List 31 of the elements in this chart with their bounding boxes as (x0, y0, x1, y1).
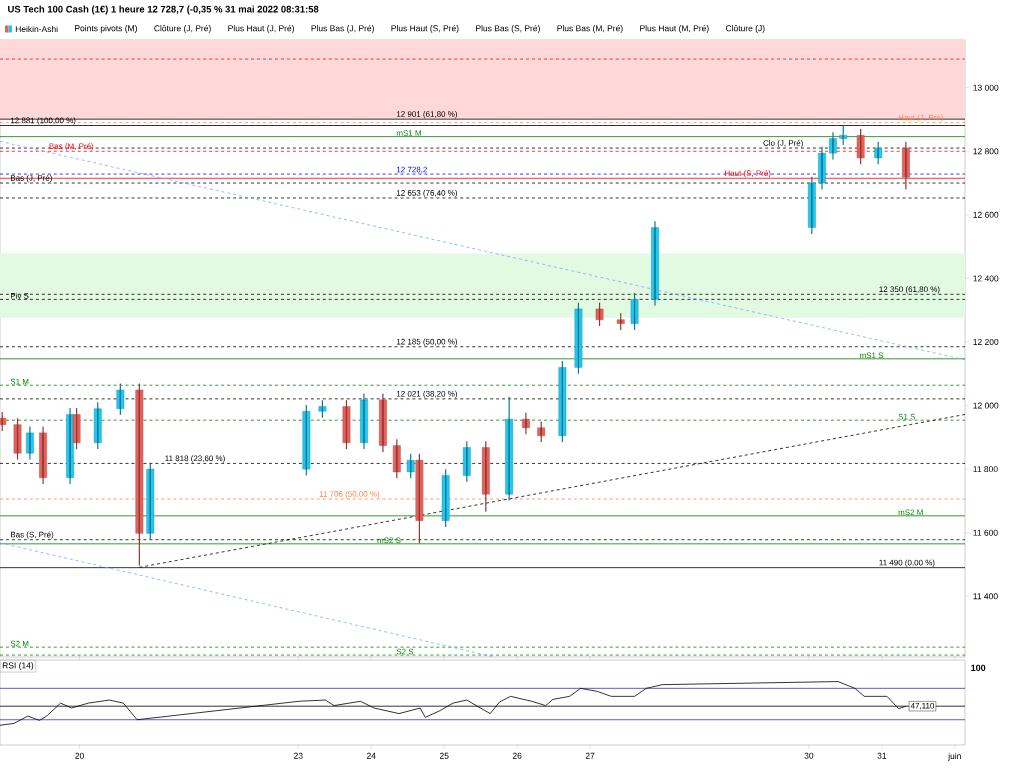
x-tick-label: 25 (439, 752, 449, 759)
x-tick-label: 30 (804, 752, 814, 759)
text: 100 (971, 664, 986, 672)
x-tick-label: 26 (512, 752, 522, 759)
y-tick-label: 12 400 (973, 275, 999, 282)
text: Clôture (J, Pré) (154, 25, 211, 33)
x-tick-label: juin (947, 752, 961, 761)
y-tick-label: 11 600 (973, 529, 998, 536)
y-tick-label: 11 400 (973, 593, 998, 600)
text: Points pivots (M) (75, 25, 137, 33)
text: Plus Haut (M, Pré) (640, 25, 709, 33)
text: Plus Haut (J, Pré) (228, 25, 294, 33)
text: Plus Bas (M, Pré) (557, 25, 623, 33)
y-tick-label: 12 600 (973, 211, 999, 218)
text: Plus Haut (S, Pré) (391, 25, 459, 33)
x-tick-label: 20 (75, 752, 84, 759)
chart-title: US Tech 100 Cash (1€) 1 heure 12 728,7 (-0,35 % 31 mai 2022 08:31:58 (8, 5, 319, 15)
y-tick-label: 12 000 (973, 402, 999, 409)
x-tick-label: 24 (366, 752, 376, 759)
x-tick-label: 27 (585, 752, 595, 759)
y-tick-label: 12 200 (973, 338, 999, 345)
y-tick-label: 12 800 (973, 148, 999, 155)
y-tick-label: 13 000 (973, 84, 999, 91)
y-tick-label: 11 800 (973, 466, 998, 473)
text: Clôture (J) (725, 25, 765, 33)
x-tick-label: 23 (294, 752, 303, 759)
text: Plus Bas (J, Pré) (311, 25, 374, 33)
chart-title: RSI (14) (2, 662, 34, 671)
x-tick-label: 31 (877, 752, 887, 759)
text: Plus Bas (S, Pré) (476, 25, 540, 33)
legend-label: Heikin-Ashi (15, 25, 58, 33)
